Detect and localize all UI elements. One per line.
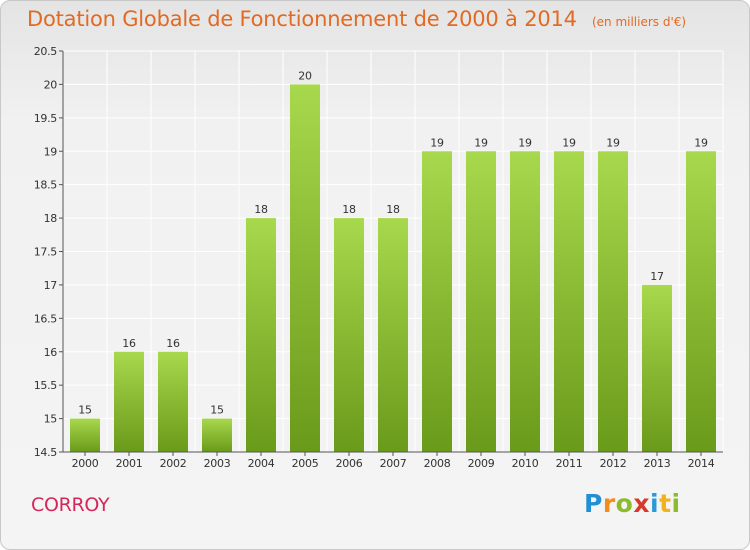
logo-letter: t (659, 489, 672, 518)
y-tick-label: 17.5 (34, 246, 58, 259)
x-tick-label: 2012 (600, 457, 627, 470)
x-tick-label: 2008 (424, 457, 451, 470)
y-tick-label: 18 (44, 212, 58, 225)
bars (70, 84, 716, 453)
y-tick-label: 19.5 (34, 112, 58, 125)
data-label: 15 (78, 404, 92, 417)
bar (158, 351, 188, 452)
bar (686, 151, 716, 452)
bar (378, 218, 408, 452)
logo-letter: o (615, 489, 634, 518)
data-label: 16 (166, 337, 180, 350)
bar (70, 418, 100, 452)
y-tick-label: 20 (44, 78, 58, 91)
chart-unit: (en milliers d'€) (591, 15, 687, 29)
data-label: 16 (122, 337, 136, 350)
data-label: 19 (606, 136, 620, 149)
data-label: 20 (298, 69, 312, 82)
commune-name: CORROY (31, 494, 110, 516)
logo-letter: r (602, 489, 616, 518)
x-tick-label: 2006 (336, 457, 363, 470)
bar (114, 351, 144, 452)
bar (246, 218, 276, 452)
title-row: Dotation Globale de Fonctionnement de 20… (27, 7, 686, 31)
x-tick-label: 2013 (644, 457, 671, 470)
logo-letter: i (671, 489, 681, 518)
bar (290, 84, 320, 453)
bar (554, 151, 584, 452)
data-label: 18 (386, 203, 400, 216)
bar (422, 151, 452, 452)
x-tick-label: 2009 (468, 457, 495, 470)
labels: 14.5 15 15.5 16 16.5 17 17.5 18 18.5 19 19.5 20 20.5… (34, 45, 715, 470)
x-tick-label: 2004 (248, 457, 275, 470)
data-label: 19 (518, 136, 532, 149)
x-tick-label: 2005 (292, 457, 319, 470)
data-label: 19 (430, 136, 444, 149)
y-tick-label: 20.5 (34, 45, 58, 58)
bar (466, 151, 496, 452)
y-tick-label: 15 (44, 413, 58, 426)
x-tick-label: 2014 (688, 457, 715, 470)
x-tick-label: 2011 (556, 457, 583, 470)
x-tick-label: 2001 (116, 457, 143, 470)
x-tick-label: 2003 (204, 457, 231, 470)
y-tick-label: 14.5 (34, 446, 58, 459)
y-tick-label: 19 (44, 145, 58, 158)
data-label: 18 (254, 203, 268, 216)
data-label: 19 (474, 136, 488, 149)
data-label: 17 (650, 270, 664, 283)
data-label: 18 (342, 203, 356, 216)
chart-title: Dotation Globale de Fonctionnement de 20… (27, 7, 577, 31)
logo-letter: i (650, 489, 660, 518)
x-tick-label: 2002 (160, 457, 187, 470)
proxiti-logo[interactable]: Proxiti (584, 489, 681, 518)
bar (334, 218, 364, 452)
bar (202, 418, 232, 452)
y-tick-label: 18.5 (34, 179, 58, 192)
y-tick-label: 15.5 (34, 379, 58, 392)
bar (510, 151, 540, 452)
y-tick-label: 16.5 (34, 312, 58, 325)
y-tick-label: 17 (44, 279, 58, 292)
logo-letter: P (584, 489, 603, 518)
y-tick-label: 16 (44, 346, 58, 359)
x-tick-label: 2000 (72, 457, 99, 470)
bar (642, 284, 672, 452)
logo-letter: x (633, 489, 650, 518)
bar (598, 151, 628, 452)
x-tick-label: 2010 (512, 457, 539, 470)
data-label: 19 (562, 136, 576, 149)
data-label: 15 (210, 404, 224, 417)
x-tick-label: 2007 (380, 457, 407, 470)
axes (59, 50, 723, 456)
data-label: 19 (694, 136, 708, 149)
